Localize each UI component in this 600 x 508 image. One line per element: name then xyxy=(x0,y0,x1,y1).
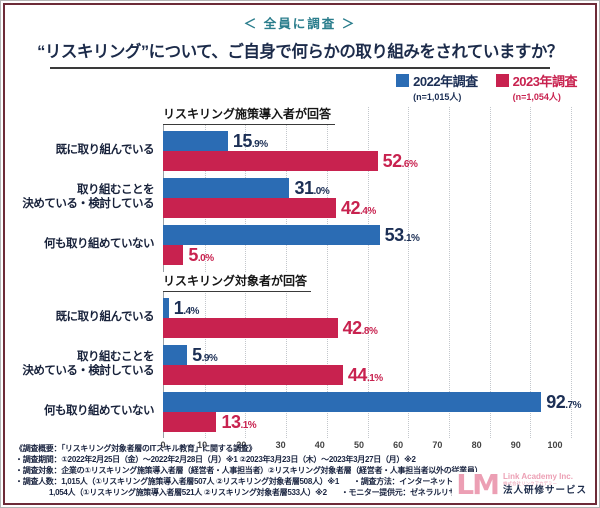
chart-legend: 2022年調査 (n=1,015人) 2023年調査 (n=1,054人) xyxy=(13,71,587,103)
legend-item-2022: 2022年調査 (n=1,015人) xyxy=(396,71,478,103)
x-tick-80: 80 xyxy=(471,440,482,450)
link-academy-logo: LM Link Academy Inc. 株式会社リンクアカデミー 法人研修サー… xyxy=(452,467,587,501)
survey-notes: 《調査概要：「リスキリング対象者層のITスキル教育」に関する調査》 ・調査期間：… xyxy=(15,443,585,498)
x-tick-50: 50 xyxy=(353,440,365,450)
note-count-2023: 1,054人（①リスキリング施策導入者層521人 ②リスキリング対象者層533人… xyxy=(49,487,327,497)
logo-company-name-jp: 株式会社リンクアカデミー xyxy=(502,480,557,486)
section-header-1: リスキリング対象者が回答 xyxy=(163,272,312,292)
x-tick-60: 60 xyxy=(393,440,404,450)
legend-swatch-2022 xyxy=(396,74,410,87)
x-tick-100: 100 xyxy=(547,440,563,450)
bar-2023年調査 xyxy=(163,198,336,218)
note-monitor: ・モニター提供元：ゼネラルリサーチ xyxy=(340,487,472,497)
category-label: 取り組むことを 決めている・検討している xyxy=(22,351,154,377)
logo-service-name: 法人研修サービス xyxy=(502,485,587,497)
value-label: 5.0% xyxy=(188,244,214,265)
category-row: 何も取り組めていない 92.7% 13.1% xyxy=(13,392,581,432)
bar-2022年調査 xyxy=(163,345,188,365)
chart-body: リスキリング施策導入者が回答既に取り組んでいる 15.9% 52.6% 取り組むことを… xyxy=(13,105,581,432)
content-frame: ＜ 全員に調査 ＞ “リスキリング”について、ご自身で何らかの取り組みをされてい… xyxy=(3,3,597,505)
bar-2022年調査 xyxy=(163,131,228,151)
value-label: 31.0% xyxy=(294,177,330,198)
note-overview: 《調査概要：「リスキリング対象者層のITスキル教育」に関する調査》 xyxy=(15,443,257,453)
grouped-bar-chart: リスキリング施策導入者が回答既に取り組んでいる 15.9% 52.6% 取り組むことを… xyxy=(13,105,587,452)
value-label: 53.1% xyxy=(384,224,420,245)
logo-company-name: Link Academy Inc. xyxy=(502,471,573,481)
chart-section-1: 既に取り組んでいる 1.4% 42.8% 取り組むことを 決めている・検討している 5.… xyxy=(13,298,581,432)
value-label: 44.1% xyxy=(347,364,383,385)
bar-2023年調査 xyxy=(163,365,343,385)
value-label: 42.4% xyxy=(340,197,376,218)
legend-label-2023: 2023年調査 xyxy=(512,74,578,89)
category-row: 取り組むことを 決めている・検討している 5.9% 44.1% xyxy=(13,345,571,385)
x-tick-10: 10 xyxy=(197,440,208,450)
value-label: 92.7% xyxy=(546,391,581,412)
legend-n-2023: (n=1,054人) xyxy=(512,92,561,102)
x-tick-70: 70 xyxy=(432,440,443,450)
section-header-0: リスキリング施策導入者が回答 xyxy=(163,105,336,125)
note-period: ・調査期間：①2022年2月25日（金）～2022年2月28日（月）※1 ②20… xyxy=(15,454,416,464)
legend-item-2023: 2023年調査 (n=1,054人) xyxy=(495,71,578,103)
legend-label-2022: 2022年調査 xyxy=(413,74,478,89)
bar-2022年調査 xyxy=(163,298,169,318)
category-label: 既に取り組んでいる xyxy=(55,144,155,157)
x-tick-30: 30 xyxy=(275,440,286,450)
x-tick-20: 20 xyxy=(236,440,247,450)
bar-2022年調査 xyxy=(163,225,380,245)
x-axis: 0 10 20 30 40 50 60 70 80 90 100 xyxy=(160,439,562,452)
value-label: 13.1% xyxy=(221,411,257,432)
category-label: 何も取り組めていない xyxy=(44,238,155,251)
bar-2023年調査 xyxy=(163,245,184,265)
value-label: 52.6% xyxy=(382,150,418,171)
bar-2023年調査 xyxy=(163,318,338,338)
category-row: 既に取り組んでいる 1.4% 42.8% xyxy=(13,298,571,338)
value-label: 1.4% xyxy=(173,297,200,318)
category-row: 取り組むことを 決めている・検討している 31.0% 42.4% xyxy=(13,178,571,218)
legend-n-2022: (n=1,015人) xyxy=(413,92,462,102)
bar-2023年調査 xyxy=(163,151,378,171)
bar-2022年調査 xyxy=(163,178,290,198)
category-label: 何も取り組めていない xyxy=(44,405,155,418)
bar-2023年調査 xyxy=(163,412,217,432)
value-label: 42.8% xyxy=(342,317,378,338)
note-method: ・調査方法：インターネット調査 xyxy=(353,476,469,486)
note-count-2022: ・調査人数：1,015人（①リスキリング施策導入者層507人 ②リスキリング対象… xyxy=(15,476,340,486)
chart-section-0: 既に取り組んでいる 15.9% 52.6% 取り組むことを 決めている・検討している 3… xyxy=(13,131,571,265)
legend-swatch-2023 xyxy=(495,74,509,87)
lm-logo-mark: LM xyxy=(456,467,500,501)
x-tick-0: 0 xyxy=(160,440,166,450)
category-label: 既に取り組んでいる xyxy=(55,311,155,324)
value-label: 5.9% xyxy=(192,344,218,365)
note-target: ・調査対象：企業の①リスキリング施策導入者層（経営者・人事担当者）②リスキリング… xyxy=(15,465,483,475)
title-underline xyxy=(50,67,550,69)
x-tick-40: 40 xyxy=(314,440,325,450)
value-label: 15.9% xyxy=(232,130,268,151)
bar-2022年調査 xyxy=(163,392,542,412)
survey-scope-badge: ＜ 全員に調査 ＞ xyxy=(243,17,357,31)
page-title: “リスキリング”について、ご自身で何らかの取り組みをされていますか？ xyxy=(37,43,563,61)
category-row: 何も取り組めていない 53.1% 5.0% xyxy=(13,225,571,265)
category-label: 取り組むことを 決めている・検討している xyxy=(22,184,154,210)
category-row: 既に取り組んでいる 15.9% 52.6% xyxy=(13,131,571,171)
x-tick-90: 90 xyxy=(510,440,521,450)
